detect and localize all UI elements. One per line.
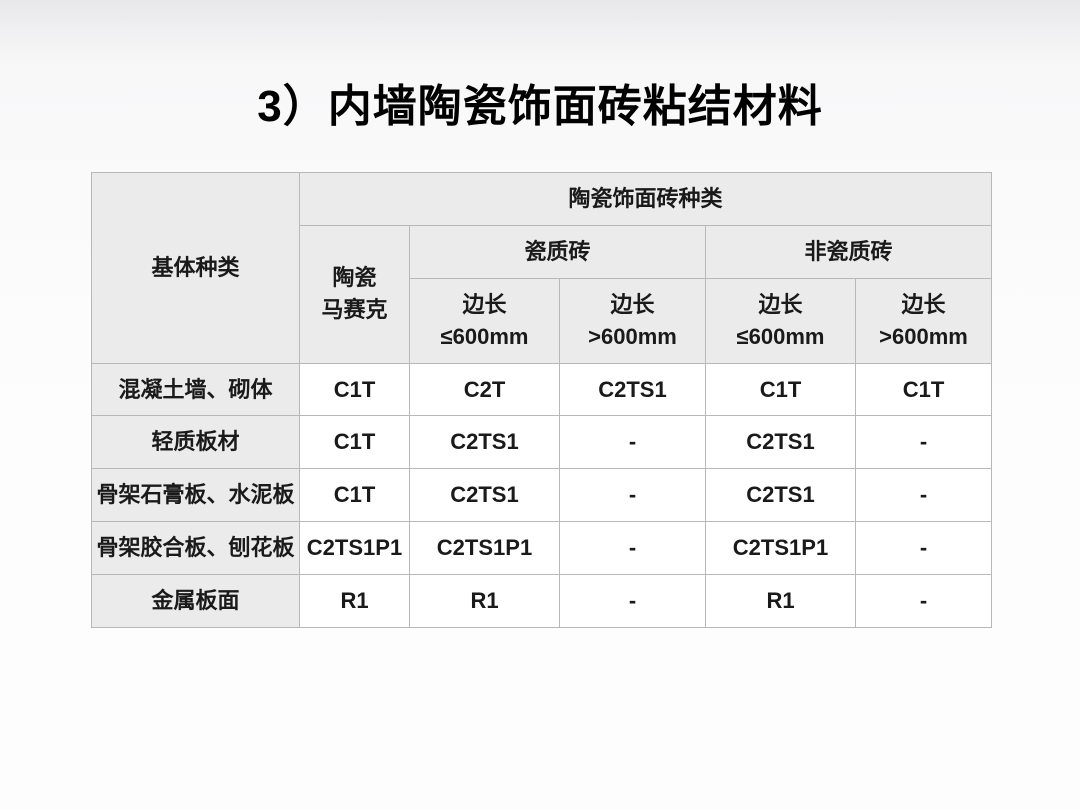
row-label: 骨架胶合板、刨花板	[92, 522, 300, 575]
table-body: 混凝土墙、砌体 C1T C2T C2TS1 C1T C1T 轻质板材 C1T C…	[92, 363, 992, 627]
header-mosaic: 陶瓷马赛克	[300, 225, 410, 363]
cell: -	[560, 575, 706, 628]
header-porcelain-gt600: 边长>600mm	[560, 278, 706, 363]
cell: -	[560, 522, 706, 575]
cell: C2TS1	[706, 469, 856, 522]
cell: C1T	[300, 363, 410, 416]
header-non-porcelain: 非瓷质砖	[706, 225, 992, 278]
header-nonporcelain-le600: 边长≤600mm	[706, 278, 856, 363]
cell: -	[560, 416, 706, 469]
table-row: 轻质板材 C1T C2TS1 - C2TS1 -	[92, 416, 992, 469]
header-porcelain: 瓷质砖	[410, 225, 706, 278]
cell: R1	[706, 575, 856, 628]
cell: C2TS1	[410, 469, 560, 522]
row-label: 骨架石膏板、水泥板	[92, 469, 300, 522]
cell: C2TS1	[410, 416, 560, 469]
cell: C1T	[300, 416, 410, 469]
cell: C1T	[706, 363, 856, 416]
row-label: 金属板面	[92, 575, 300, 628]
header-porcelain-le600: 边长≤600mm	[410, 278, 560, 363]
cell: -	[856, 522, 992, 575]
cell: C2TS1P1	[410, 522, 560, 575]
cell: C2T	[410, 363, 560, 416]
cell: R1	[300, 575, 410, 628]
cell: C1T	[300, 469, 410, 522]
row-label: 混凝土墙、砌体	[92, 363, 300, 416]
table-container: 基体种类 陶瓷饰面砖种类 陶瓷马赛克 瓷质砖 非瓷质砖 边长≤600mm 边长>…	[91, 172, 989, 628]
cell: C2TS1	[706, 416, 856, 469]
table-row: 混凝土墙、砌体 C1T C2T C2TS1 C1T C1T	[92, 363, 992, 416]
header-tile-types: 陶瓷饰面砖种类	[300, 173, 992, 226]
cell: C2TS1	[560, 363, 706, 416]
cell: C2TS1P1	[706, 522, 856, 575]
slide-content: 3）内墙陶瓷饰面砖粘结材料 基体种类 陶瓷饰面砖种类 陶瓷马赛克 瓷质砖 非瓷质…	[0, 0, 1080, 628]
row-label: 轻质板材	[92, 416, 300, 469]
page-title: 3）内墙陶瓷饰面砖粘结材料	[0, 70, 1080, 134]
cell: -	[856, 575, 992, 628]
cell: R1	[410, 575, 560, 628]
table-row: 骨架胶合板、刨花板 C2TS1P1 C2TS1P1 - C2TS1P1 -	[92, 522, 992, 575]
cell: -	[560, 469, 706, 522]
table-row: 骨架石膏板、水泥板 C1T C2TS1 - C2TS1 -	[92, 469, 992, 522]
cell: -	[856, 416, 992, 469]
table-row: 金属板面 R1 R1 - R1 -	[92, 575, 992, 628]
adhesive-material-table: 基体种类 陶瓷饰面砖种类 陶瓷马赛克 瓷质砖 非瓷质砖 边长≤600mm 边长>…	[91, 172, 992, 628]
header-nonporcelain-gt600: 边长>600mm	[856, 278, 992, 363]
header-substrate-type: 基体种类	[92, 173, 300, 364]
cell: C2TS1P1	[300, 522, 410, 575]
cell: -	[856, 469, 992, 522]
cell: C1T	[856, 363, 992, 416]
